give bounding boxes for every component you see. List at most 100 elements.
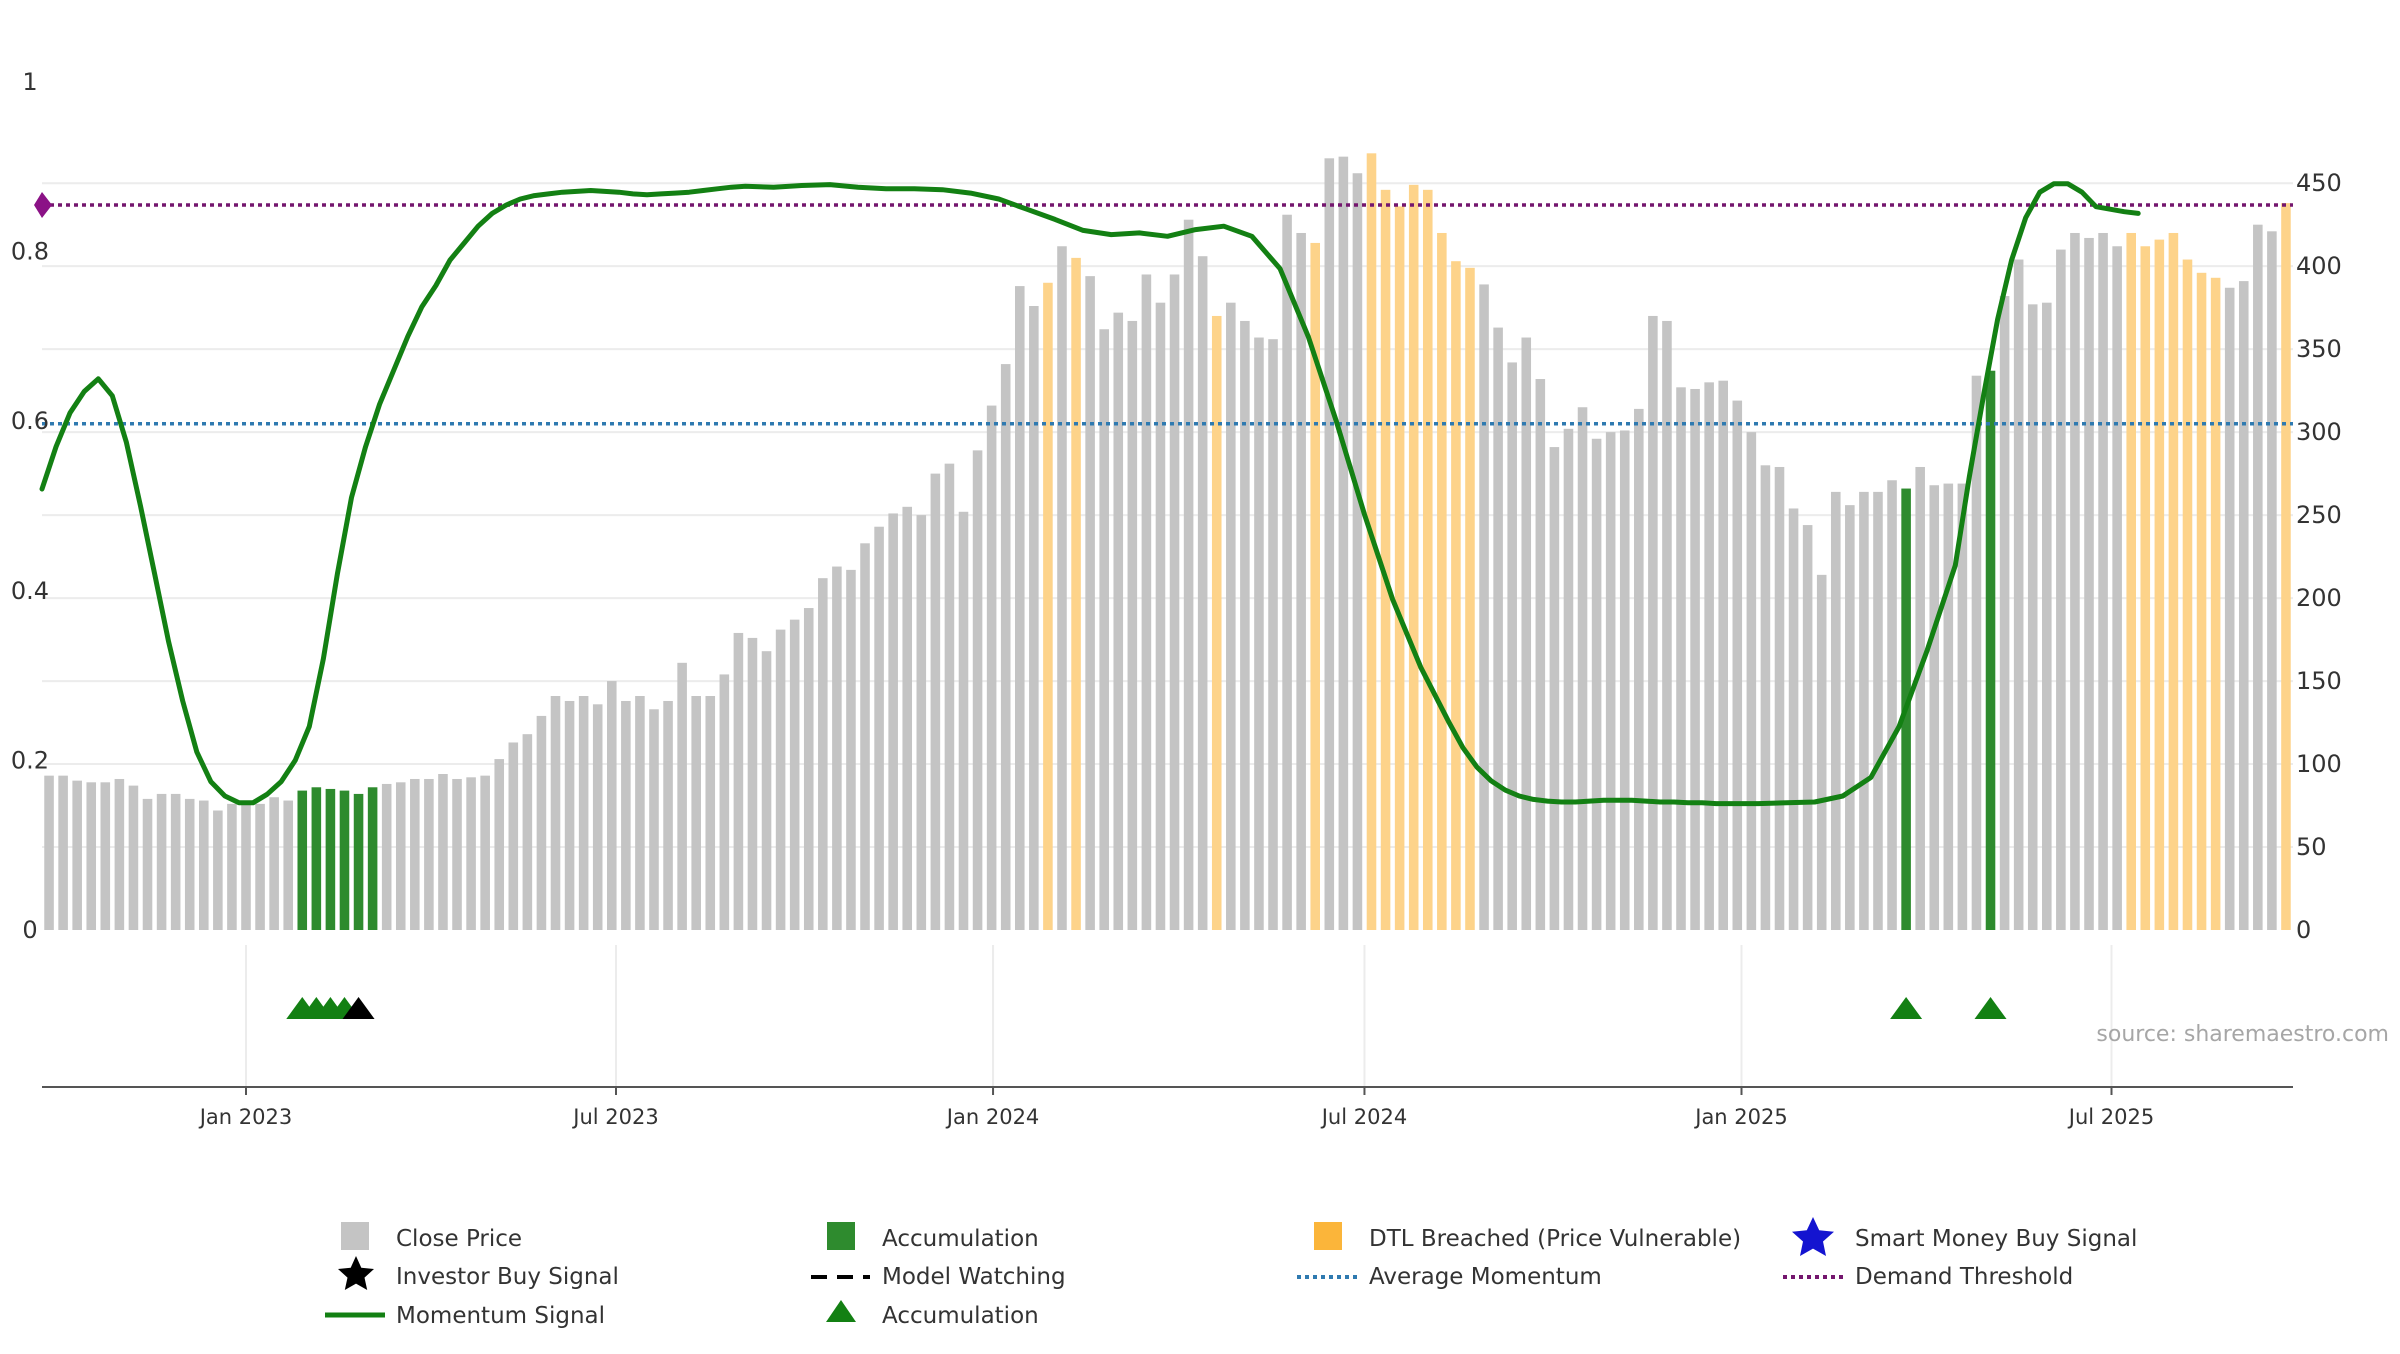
close-price-bar [2224,287,2235,930]
legend-average-momentum-label: Average Momentum [1369,1264,1602,1290]
close-price-bar [944,463,955,930]
close-price-bar [1085,276,1095,930]
close-price-bar [874,526,884,930]
right-axis-tick-label: 350 [2296,335,2342,363]
close-price-bar [1816,574,1827,930]
close-price-bar [2098,232,2108,930]
close-price-bar [1788,508,1799,930]
close-price-bar [888,513,898,930]
close-price-bar [2070,232,2080,930]
legend-momentum-label: Momentum Signal [396,1303,605,1329]
legend-model-watching-label: Model Watching [882,1264,1066,1290]
dtl-breached-bar [2281,203,2291,930]
close-price-bar [1704,382,1714,930]
close-price-bar [184,798,195,930]
x-axis-tick-label: Jan 2025 [1693,1105,1788,1129]
close-price-bar [1493,327,1503,930]
right-axis-tick-label: 300 [2296,418,2342,446]
dtl-breached-bar [1394,206,1405,930]
close-price-bar [1648,315,1658,930]
legend-demand-threshold-label: Demand Threshold [1855,1264,2073,1290]
close-price-bar [381,783,392,930]
close-price-bar [691,696,701,930]
close-price-bar [1943,483,1954,930]
close-price-bar [1282,214,1292,931]
close-price-bar [761,651,772,930]
close-price-bar [1929,485,1940,930]
accumulation-bar [367,787,378,930]
close-price-bar [2238,281,2249,930]
accumulation-bar [353,793,364,930]
accumulation-bar [297,790,308,930]
close-price-bar [1000,364,1011,931]
close-price-bar [1254,337,1264,930]
close-price-bar [1999,296,2010,930]
close-price-bar [1479,284,1489,930]
dtl-breached-bar [1310,242,1321,931]
close-price-bar [789,619,800,930]
accumulation-bar [339,790,350,930]
right-axis-tick-label: 50 [2296,833,2327,861]
close-price-bar [508,742,519,930]
right-axis-tick-label: 450 [2296,169,2342,197]
close-price-bar [1591,438,1602,930]
close-price-bar [1887,480,1897,930]
close-price-bar [1183,219,1194,930]
momentum-signal-layer [39,181,2141,807]
close-price-bar [1577,407,1588,931]
close-price-bar [2112,246,2122,931]
right-axis-tick-label: 250 [2296,501,2342,529]
close-price-bar [395,782,406,930]
close-price-bar [1802,525,1813,930]
legend-triangle-icon [826,1300,856,1322]
x-axis-tick-label: Jan 2023 [198,1105,293,1129]
close-price-bar [86,782,97,930]
close-price-bar [930,473,941,930]
close-price-bar [170,793,181,930]
close-price-bar [128,785,139,930]
close-price-bar [1296,232,1306,930]
close-price-bar [1029,306,1039,930]
close-price-bar [1676,387,1686,930]
legend-close-price-swatch [341,1222,369,1250]
left-axis-tick-label: 0.8 [11,238,49,266]
close-price-bar [733,632,744,930]
close-price-bar [663,700,673,930]
grid-lines [42,182,2293,1087]
left-axis-tick-label: 1 [22,68,37,96]
legend-close-price-label: Close Price [396,1226,522,1252]
close-price-bar [578,696,589,930]
accumulation-bar [325,788,336,930]
accumulation-bar [1985,370,1996,931]
dtl-breached-bar [2126,232,2136,930]
legend-star-icon [338,1256,374,1290]
dtl-breached-bar [1408,184,1419,930]
close-price-bar [2253,224,2263,930]
close-price-bar [1845,505,1855,930]
close-price-bar [860,543,870,930]
close-price-bar [100,782,111,930]
close-price-bar [2042,302,2052,930]
accumulation-marker-icon [1974,997,2007,1019]
close-price-bar [1014,286,1025,931]
close-price-bar [142,798,153,930]
close-price-bar [972,450,983,930]
accumulation-marker-icon [1890,997,1923,1019]
close-price-bar [1774,466,1785,930]
close-price-bar [832,566,842,930]
close-price-bar [58,775,68,930]
right-axis-tick-label: 400 [2296,252,2342,280]
close-price-bar [803,608,814,930]
close-price-bar [1873,491,1883,930]
left-axis-tick-label: 0 [22,916,37,944]
close-price-bar [1619,430,1630,930]
close-price-bar [255,803,265,930]
close-price-bar [1155,302,1166,930]
legend-smart-money-icon [1792,1217,1834,1256]
close-price-bar [213,810,223,930]
close-price-bar [2056,249,2066,930]
close-price-bar [902,506,913,930]
close-price-bar [1535,379,1546,931]
close-price-bar [719,674,730,930]
